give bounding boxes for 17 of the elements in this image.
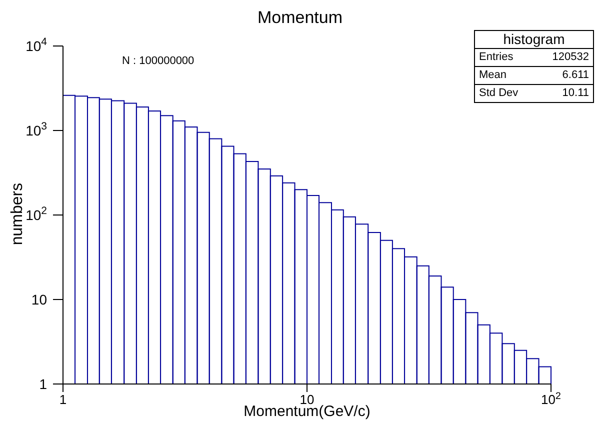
annotation: Std Dev [479, 86, 518, 101]
chart-title: Momentum [256, 8, 344, 28]
text: 120532 [552, 50, 589, 65]
annotation: Entries [479, 50, 514, 65]
annotation: N : 100000000 [122, 55, 194, 67]
y-tick-label: 10$^{3}$ [26, 120, 48, 138]
y-tick-label: 10 [31, 292, 48, 308]
y-axis-title: numbers [9, 182, 26, 248]
text: 6.611 [562, 68, 589, 83]
text: 10.11 [562, 86, 589, 101]
annotation: histogram [475, 31, 593, 49]
y-tick-label: 10$^{2}$ [26, 205, 48, 223]
y-tick-label: 10$^{4}$ [26, 36, 48, 54]
annotation: Mean [479, 68, 507, 83]
x-tick-label: 10$^{2}$ [541, 390, 561, 407]
y-tick-label: 1 [39, 376, 48, 392]
x-tick-label: 1 [59, 392, 67, 407]
